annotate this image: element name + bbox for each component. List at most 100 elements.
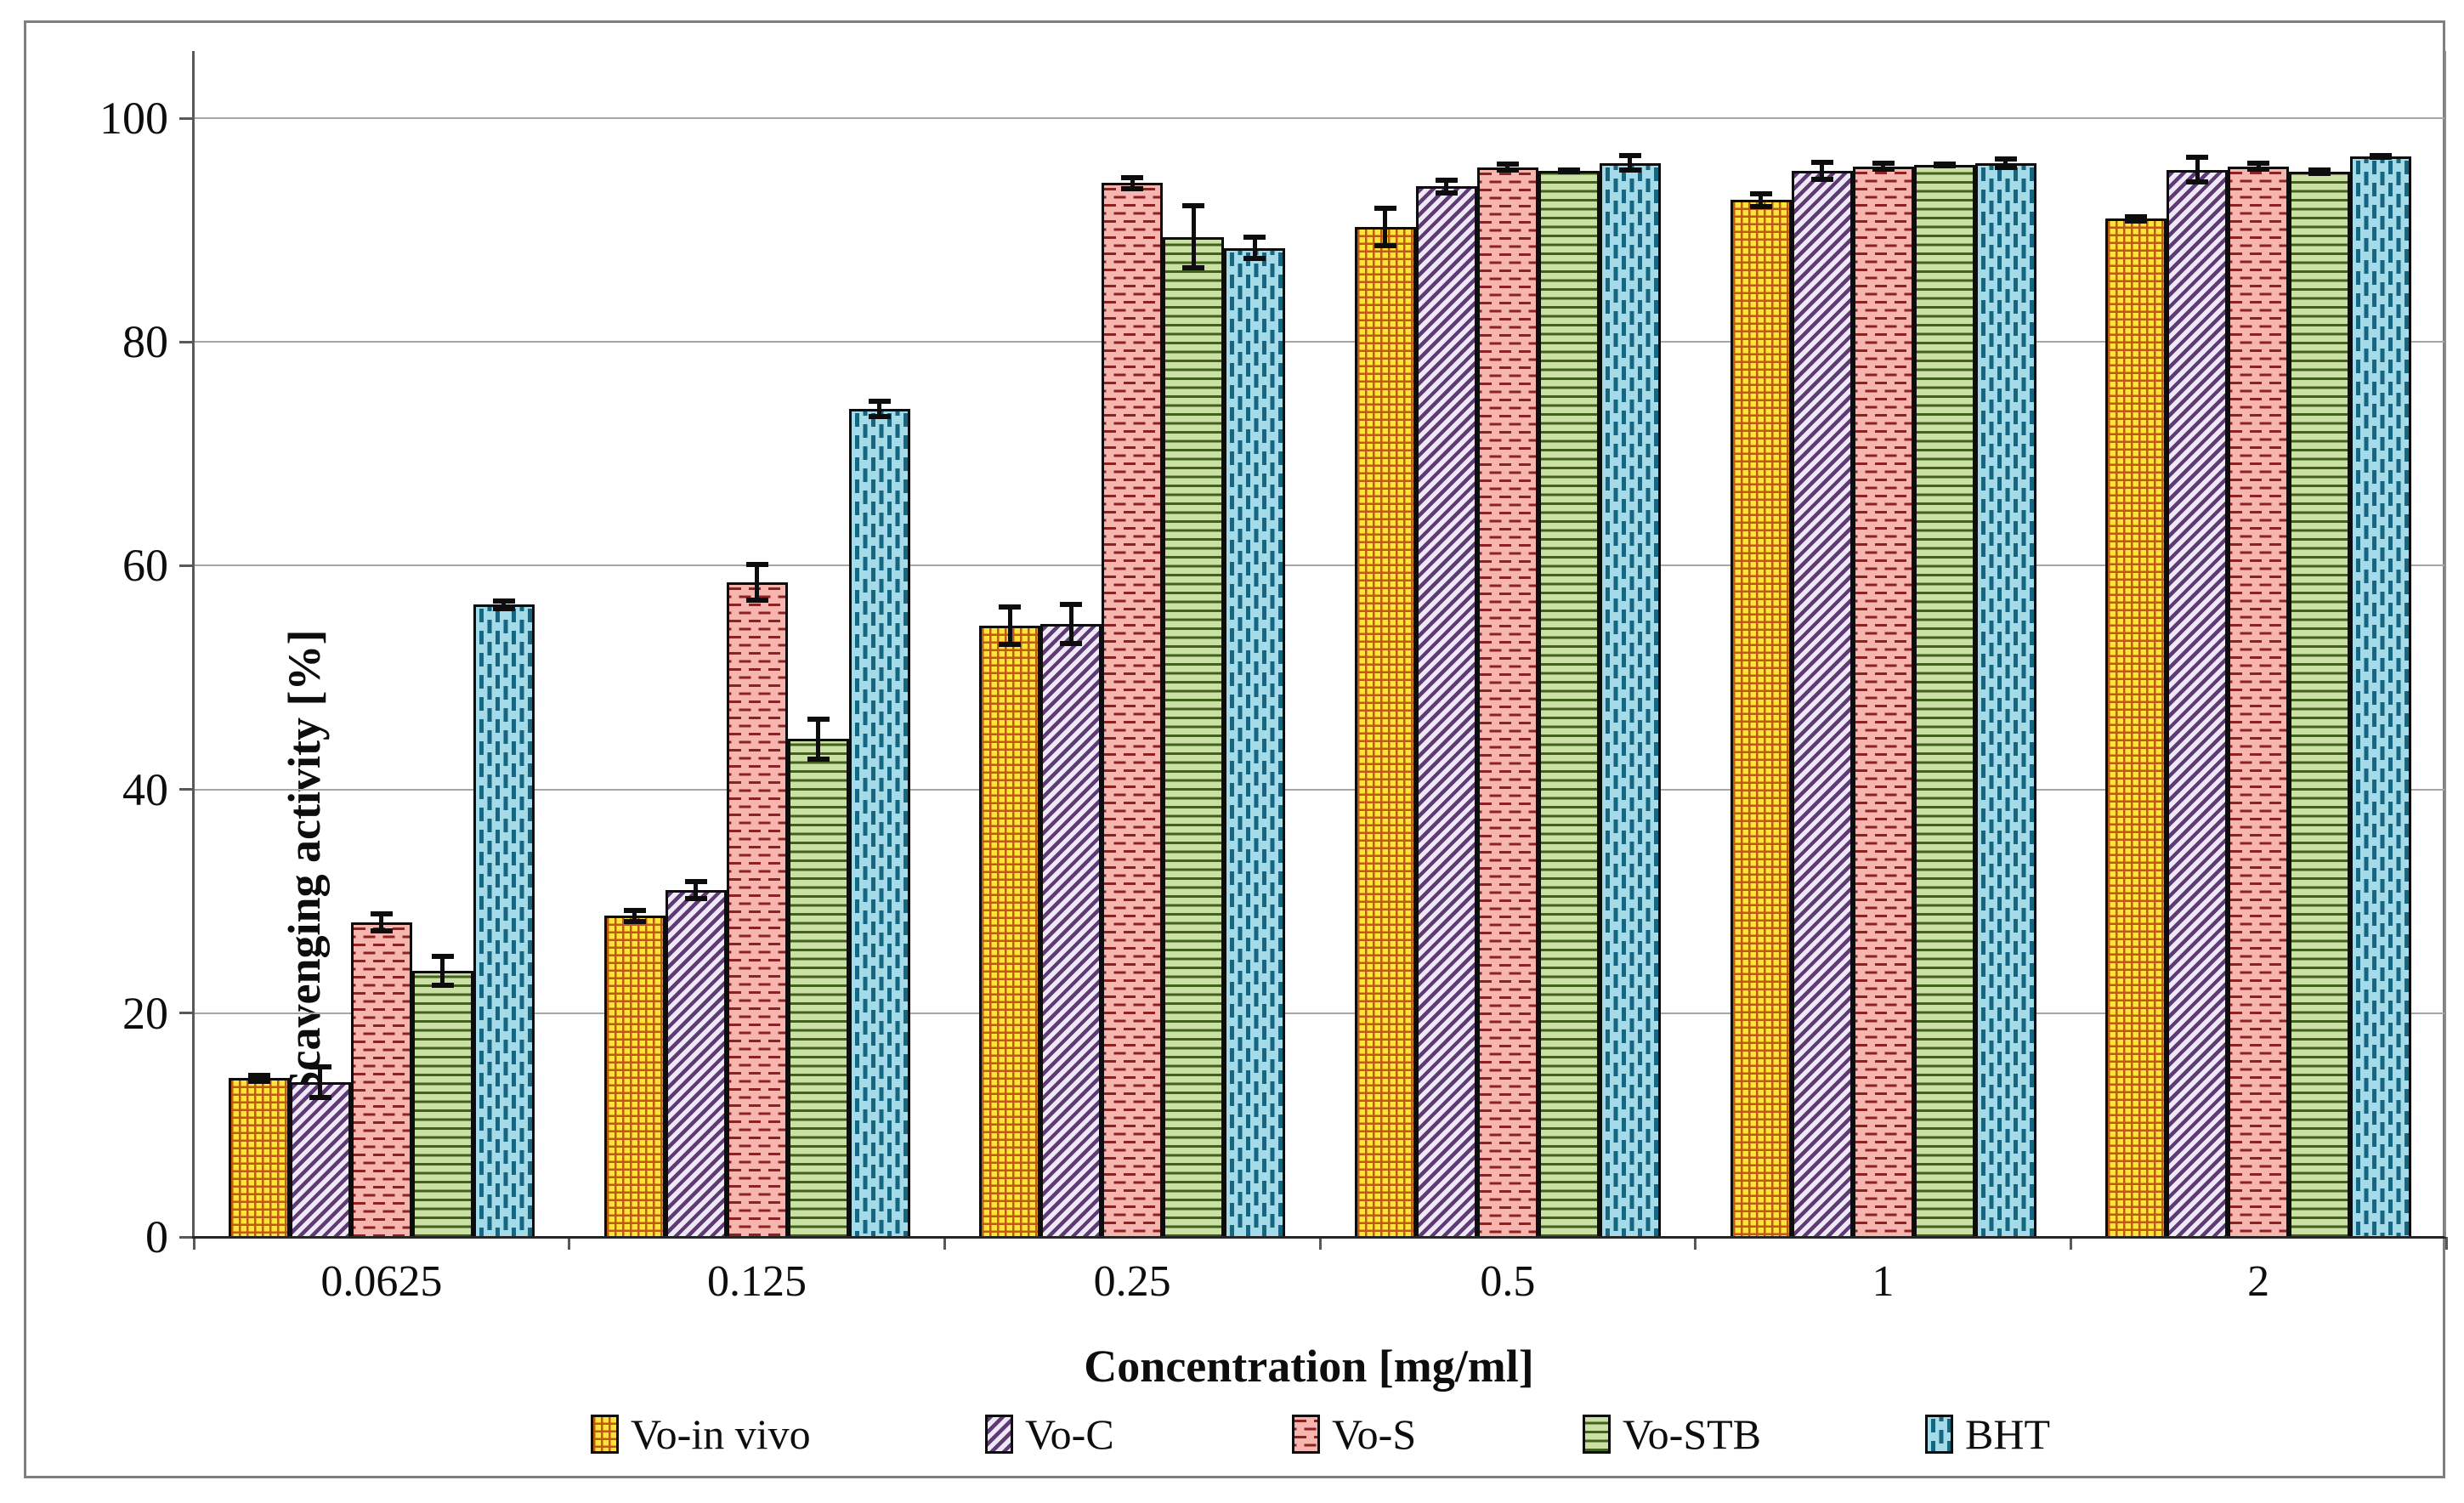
error-bar-cap-bottom xyxy=(1060,641,1083,647)
error-bar xyxy=(1374,205,1396,248)
gridline xyxy=(194,341,2446,343)
error-bar-cap-top xyxy=(2186,155,2209,161)
legend-swatch xyxy=(1925,1415,1953,1454)
error-bar-cap-top xyxy=(1618,152,1641,158)
error-bar-stem xyxy=(2003,156,2008,170)
bar xyxy=(1791,170,1853,1237)
bar xyxy=(473,604,535,1237)
legend-label: Vo-STB xyxy=(1623,1410,1762,1458)
x-axis-tick xyxy=(2444,1237,2448,1250)
error-bar xyxy=(492,598,515,612)
error-bar-cap-top xyxy=(1182,203,1205,209)
y-tick-label: 20 xyxy=(122,987,168,1039)
error-bar-stem xyxy=(1820,159,1824,182)
error-bar-cap-bottom xyxy=(999,642,1022,648)
legend-item: Vo-C xyxy=(985,1404,1114,1464)
error-bar-cap-bottom xyxy=(247,1078,270,1084)
error-bar-cap-bottom xyxy=(1121,185,1144,191)
error-bar-cap-bottom xyxy=(1872,167,1895,173)
error-bar-cap-top xyxy=(1435,177,1458,183)
error-bar xyxy=(623,908,646,924)
y-tick-label: 60 xyxy=(122,540,168,592)
error-bar-cap-bottom xyxy=(492,606,515,612)
y-tick-label: 40 xyxy=(122,763,168,815)
bar xyxy=(2289,172,2351,1237)
error-bar xyxy=(1933,162,1956,169)
bar xyxy=(1599,162,1661,1237)
bar xyxy=(1040,623,1102,1237)
bar xyxy=(1852,166,1914,1237)
error-bar-cap-bottom xyxy=(807,756,830,762)
y-tick-label: 100 xyxy=(99,93,168,144)
error-bar xyxy=(2125,214,2148,224)
gridline xyxy=(194,1012,2446,1014)
error-bar-cap-bottom xyxy=(1557,168,1580,174)
error-bar-cap-bottom xyxy=(1435,190,1458,196)
error-bar-cap-top xyxy=(623,908,646,914)
error-bar-cap-top xyxy=(1121,175,1144,181)
error-bar xyxy=(745,562,768,603)
y-axis-tick xyxy=(179,788,194,791)
error-bar-stem xyxy=(632,908,637,924)
y-axis-tick xyxy=(179,1235,194,1239)
gridline xyxy=(194,564,2446,567)
error-bar-cap-top xyxy=(1749,190,1772,196)
bar xyxy=(726,582,788,1237)
bar xyxy=(1476,167,1538,1237)
error-bar-cap-bottom xyxy=(684,896,707,902)
bar xyxy=(228,1078,290,1237)
error-bar-stem xyxy=(2256,161,2261,173)
y-tick-label: 80 xyxy=(122,316,168,368)
error-bar-stem xyxy=(1130,175,1135,191)
x-axis-tick xyxy=(943,1237,946,1250)
legend-label: Vo-in vivo xyxy=(631,1410,811,1458)
error-bar-cap-top xyxy=(370,911,393,917)
error-bar xyxy=(1243,234,1266,262)
error-bar xyxy=(868,399,891,419)
error-bar-stem xyxy=(816,717,820,762)
error-bar-stem xyxy=(440,954,445,988)
bar xyxy=(1974,162,2036,1237)
x-axis-tick xyxy=(1318,1237,1322,1250)
error-bar-cap-top xyxy=(807,717,830,723)
error-bar-stem xyxy=(1759,190,1763,209)
legend-swatch xyxy=(1583,1415,1611,1454)
error-bar-cap-top xyxy=(1872,161,1895,166)
x-tick-label: 0.25 xyxy=(1093,1257,1171,1306)
error-bar-stem xyxy=(1881,161,1885,173)
y-axis-tick xyxy=(179,564,194,567)
x-axis-tick xyxy=(1694,1237,1697,1250)
legend-item: BHT xyxy=(1925,1404,2050,1464)
error-bar-cap-bottom xyxy=(370,928,393,934)
error-bar-cap-top xyxy=(1060,601,1083,607)
x-tick-label: 0.125 xyxy=(706,1257,807,1306)
error-bar-stem xyxy=(318,1064,323,1101)
legend-item: Vo-in vivo xyxy=(591,1404,811,1464)
bar xyxy=(665,890,727,1237)
error-bar xyxy=(1810,159,1833,182)
error-bar-cap-bottom xyxy=(745,597,768,603)
bar xyxy=(2105,218,2167,1237)
error-bar-stem xyxy=(1505,162,1510,173)
error-bar-stem xyxy=(1383,205,1388,248)
gridline xyxy=(194,117,2446,119)
error-bar-cap-bottom xyxy=(1994,164,2017,170)
error-bar-stem xyxy=(1252,234,1257,262)
error-bar xyxy=(431,954,454,988)
x-tick-label: 1 xyxy=(1872,1257,1895,1306)
error-bar xyxy=(370,911,393,934)
bar xyxy=(1913,165,1975,1237)
x-axis-tick xyxy=(568,1237,571,1250)
error-bar-cap-top xyxy=(2247,161,2270,166)
x-tick-label: 0.5 xyxy=(1480,1257,1536,1306)
error-bar xyxy=(807,717,830,762)
error-bar-stem xyxy=(877,399,881,419)
error-bar xyxy=(1496,162,1519,173)
error-bar-stem xyxy=(1191,203,1196,270)
y-axis-line xyxy=(192,51,195,1239)
legend-swatch xyxy=(1292,1415,1320,1454)
bar xyxy=(1224,247,1286,1237)
error-bar-cap-top xyxy=(1374,205,1396,211)
x-tick-label: 2 xyxy=(2247,1257,2270,1306)
error-bar-cap-top xyxy=(745,562,768,568)
